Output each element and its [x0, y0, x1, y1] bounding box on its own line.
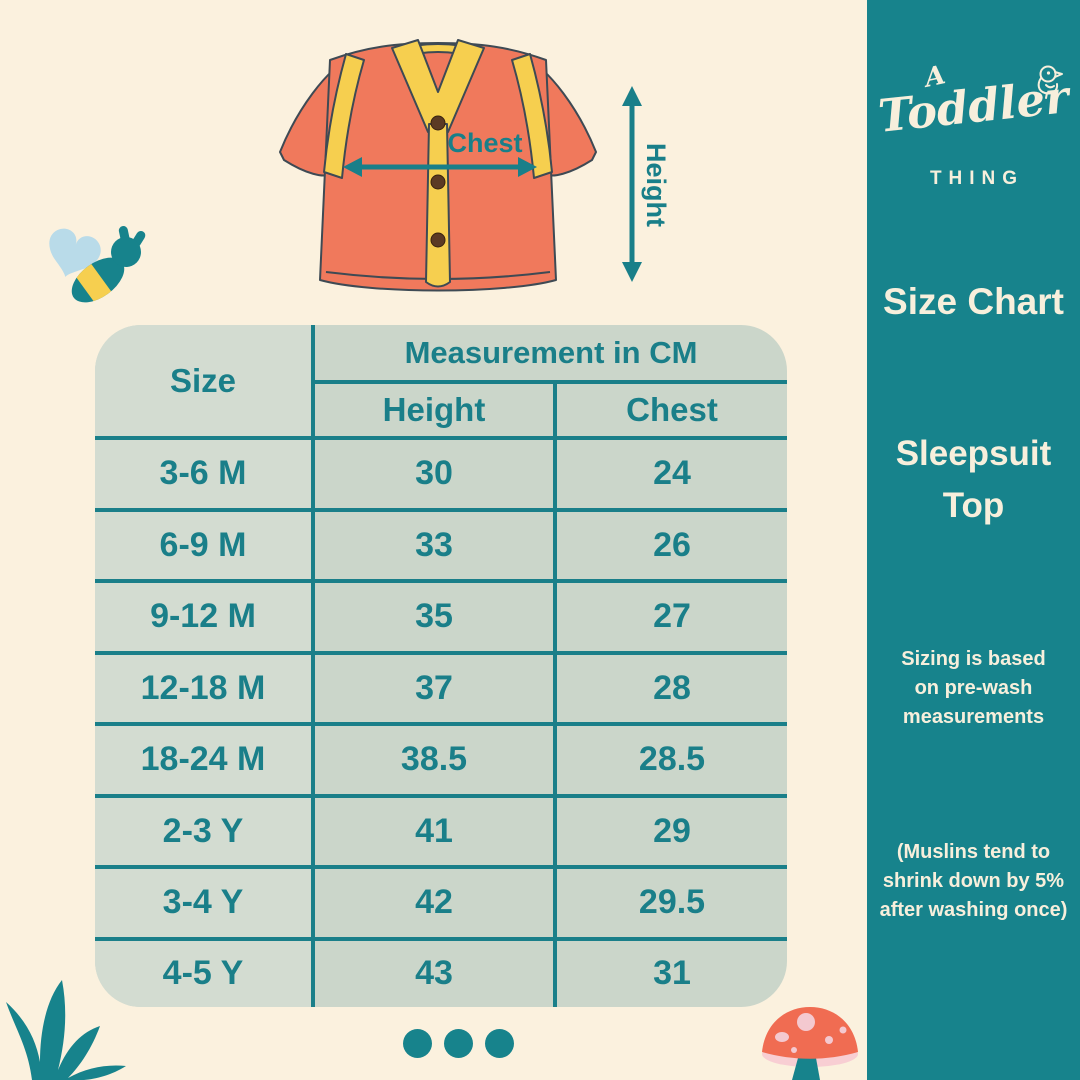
size-cell: 6-9 M — [95, 507, 315, 582]
chest-cell: 26 — [555, 507, 787, 582]
table-row: 3-6 M 30 24 — [95, 436, 787, 510]
table-row: 18-24 M 38.5 28.5 — [95, 722, 787, 796]
chest-cell: 28.5 — [555, 722, 787, 796]
size-column-header: Size — [95, 325, 315, 438]
table-row: 2-3 Y 41 29 — [95, 793, 787, 868]
size-table: Size Measurement in CM Height Chest 3-6 … — [95, 325, 787, 1007]
size-cell: 18-24 M — [95, 722, 315, 796]
height-cell: 43 — [313, 936, 557, 1007]
pagination-dots — [403, 1029, 514, 1058]
height-cell: 38.5 — [313, 722, 557, 796]
mushroom-illustration — [762, 1007, 858, 1080]
table-group-header-row: Size Measurement in CM — [95, 325, 787, 438]
table-row: 3-4 Y 42 29.5 — [95, 865, 787, 939]
note-line: on pre-wash — [914, 677, 1033, 699]
chest-cell: 24 — [555, 436, 787, 510]
product-name-line: Top — [942, 486, 1005, 525]
table-row: 6-9 M 33 26 — [95, 507, 787, 582]
chest-cell: 28 — [555, 650, 787, 725]
bird-icon — [1037, 65, 1063, 99]
height-cell: 30 — [313, 436, 557, 510]
table-subheader-row: Height Chest — [95, 382, 787, 438]
height-dimension-label: Height — [641, 143, 671, 227]
table-row: 9-12 M 35 27 — [95, 579, 787, 653]
size-cell: 4-5 Y — [95, 936, 315, 1007]
bee-illustration — [49, 226, 146, 306]
size-cell: 9-12 M — [95, 579, 315, 653]
sidebar: A Toddler THING Size Chart Sleepsuit Top… — [867, 0, 1080, 1080]
page-title: Size Chart — [883, 281, 1064, 322]
height-cell: 33 — [313, 507, 557, 582]
height-cell: 35 — [313, 579, 557, 653]
note-line: measurements — [902, 706, 1045, 728]
note-line: after washing once) — [879, 899, 1068, 921]
height-column-header: Height — [313, 382, 557, 438]
brand-logo: A Toddler THING — [867, 54, 1080, 204]
dot — [444, 1029, 473, 1058]
size-cell: 3-6 M — [95, 436, 315, 510]
product-name-line: Sleepsuit — [895, 434, 1052, 473]
table-row: 12-18 M 37 28 — [95, 650, 787, 725]
measurement-arrows — [343, 86, 642, 282]
chest-cell: 29 — [555, 793, 787, 868]
note-line: Sizing is based — [901, 648, 1046, 670]
note-line: (Muslins tend to — [896, 841, 1051, 863]
size-cell: 12-18 M — [95, 650, 315, 725]
size-cell: 3-4 Y — [95, 865, 315, 939]
grass-illustration — [6, 980, 126, 1080]
dot — [403, 1029, 432, 1058]
product-name: Sleepsuit Top — [867, 428, 1080, 532]
note-line: shrink down by 5% — [882, 870, 1065, 892]
height-cell: 37 — [313, 650, 557, 725]
size-cell: 2-3 Y — [95, 793, 315, 868]
chest-column-header: Chest — [626, 391, 718, 428]
chest-cell: 29.5 — [555, 865, 787, 939]
height-cell: 42 — [313, 865, 557, 939]
sizing-note: Sizing is based on pre-wash measurements — [867, 645, 1080, 732]
height-cell: 41 — [313, 793, 557, 868]
measurement-group-header: Measurement in CM — [313, 325, 787, 384]
table-row: 4-5 Y 43 31 — [95, 936, 787, 1007]
chest-cell: 31 — [555, 936, 787, 1007]
shrinkage-note: (Muslins tend to shrink down by 5% after… — [867, 838, 1080, 925]
dot — [485, 1029, 514, 1058]
chest-dimension-label: Chest — [447, 128, 523, 158]
brand-suffix: THING — [929, 168, 1025, 189]
chest-cell: 27 — [555, 579, 787, 653]
